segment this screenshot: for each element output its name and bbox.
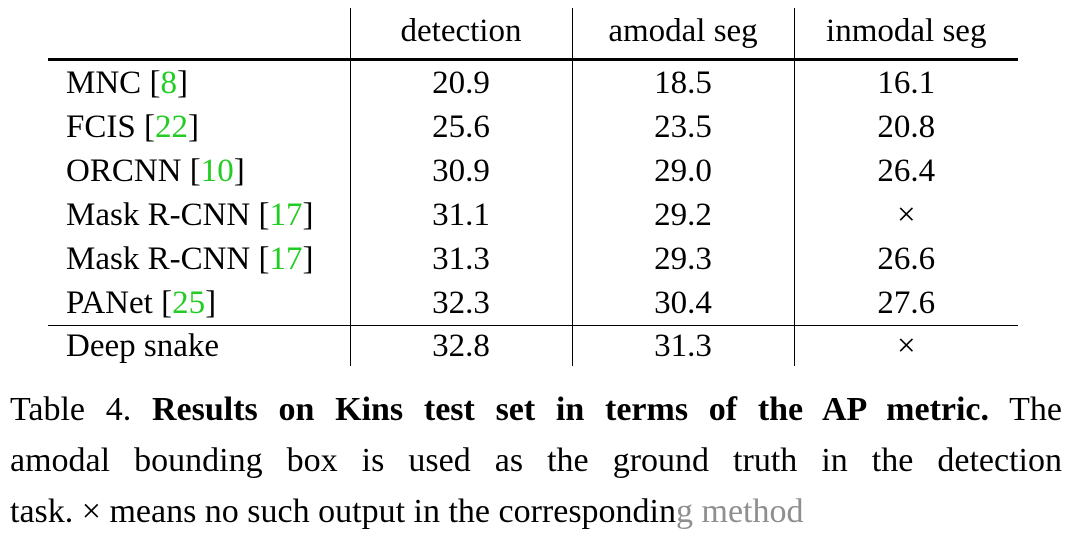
method-cell: ORCNN [10] [66, 153, 245, 189]
amodal-seg-cell-best: 31.3 [571, 325, 794, 366]
header-cell-method [48, 8, 350, 61]
amodal-seg-cell: 29.2 [571, 193, 794, 237]
method-name: MNC [66, 65, 142, 101]
citation-link[interactable]: 10 [200, 153, 234, 189]
detection-cell: 32.3 [349, 281, 572, 326]
header-cell-inmodal-seg: inmodal seg [793, 8, 1018, 61]
detection-cell-best: 32.8 [349, 325, 572, 366]
caption-line: amodal bounding box is used as the groun… [10, 442, 1062, 479]
method-name: Mask R-CNN [66, 241, 251, 277]
results-table: detection amodal seg inmodal seg MNC [8]… [48, 8, 1018, 366]
method-cell: MNC [8] [66, 65, 188, 101]
amodal-seg-cell: 29.3 [571, 237, 794, 281]
table-row: FCIS [22] 25.6 23.5 20.8 [48, 105, 1018, 149]
table-row: PANet [25] 32.3 30.4 27.6 [48, 281, 1018, 326]
detection-cell: 30.9 [349, 149, 572, 193]
citation-link[interactable]: 17 [269, 241, 303, 277]
caption-text: task. × means no such output in the corr… [10, 493, 677, 530]
method-cell: PANet [25] [66, 285, 217, 321]
table-row: Mask R-CNN [17] 31.3 29.3 26.6 [48, 237, 1018, 281]
header-cell-amodal-seg: amodal seg [571, 8, 794, 61]
table-row: ORCNN [10] 30.9 29.0 26.4 [48, 149, 1018, 193]
header-cell-detection: detection [349, 8, 572, 61]
method-cell: Mask R-CNN [17] [66, 241, 314, 277]
method-name: FCIS [66, 109, 136, 145]
caption-text-faded: g method [676, 493, 804, 530]
method-name: Mask R-CNN [66, 197, 251, 233]
table-row: Mask R-CNN [17] 31.1 29.2 × [48, 193, 1018, 237]
inmodal-seg-cell: × [793, 325, 1018, 366]
caption-text: The [1009, 391, 1062, 428]
amodal-seg-cell: 18.5 [571, 59, 794, 105]
amodal-seg-cell: 23.5 [571, 105, 794, 149]
table-row: MNC [8] 20.9 18.5 16.1 [48, 59, 1018, 105]
inmodal-seg-cell: 16.1 [793, 59, 1018, 105]
caption-label: Table 4. [10, 391, 132, 428]
method-cell: Mask R-CNN [17] [66, 197, 314, 233]
method-name: ORCNN [66, 153, 182, 189]
table-caption: Table 4. Results on Kins test set in ter… [10, 384, 1062, 534]
citation-link[interactable]: 17 [269, 197, 303, 233]
caption-line: task. × means no such output in the corr… [10, 486, 1062, 534]
table-header-row: detection amodal seg inmodal seg [48, 8, 1018, 61]
caption-title: Results on Kins test set in terms of the… [151, 391, 990, 428]
method-cell: FCIS [22] [66, 109, 199, 145]
table-row-ours: Deep snake 32.8 31.3 × [48, 325, 1018, 366]
citation-link[interactable]: 22 [154, 109, 188, 145]
method-cell: Deep snake [48, 325, 350, 366]
method-name: PANet [66, 285, 153, 321]
amodal-seg-cell: 30.4 [571, 281, 794, 326]
inmodal-seg-cell: 26.6 [793, 237, 1018, 281]
citation-link[interactable]: 25 [172, 285, 206, 321]
inmodal-seg-cell: 20.8 [793, 105, 1018, 149]
method-name: Deep snake [66, 328, 220, 364]
detection-cell: 20.9 [349, 59, 572, 105]
inmodal-seg-cell: 26.4 [793, 149, 1018, 193]
detection-cell: 31.3 [349, 237, 572, 281]
inmodal-seg-cell: 27.6 [793, 281, 1018, 326]
caption-line: Table 4. Results on Kins test set in ter… [10, 384, 1062, 435]
amodal-seg-cell: 29.0 [571, 149, 794, 193]
detection-cell: 31.1 [349, 193, 572, 237]
detection-cell: 25.6 [349, 105, 572, 149]
citation-link[interactable]: 8 [160, 65, 177, 101]
inmodal-seg-cell: × [793, 193, 1018, 237]
